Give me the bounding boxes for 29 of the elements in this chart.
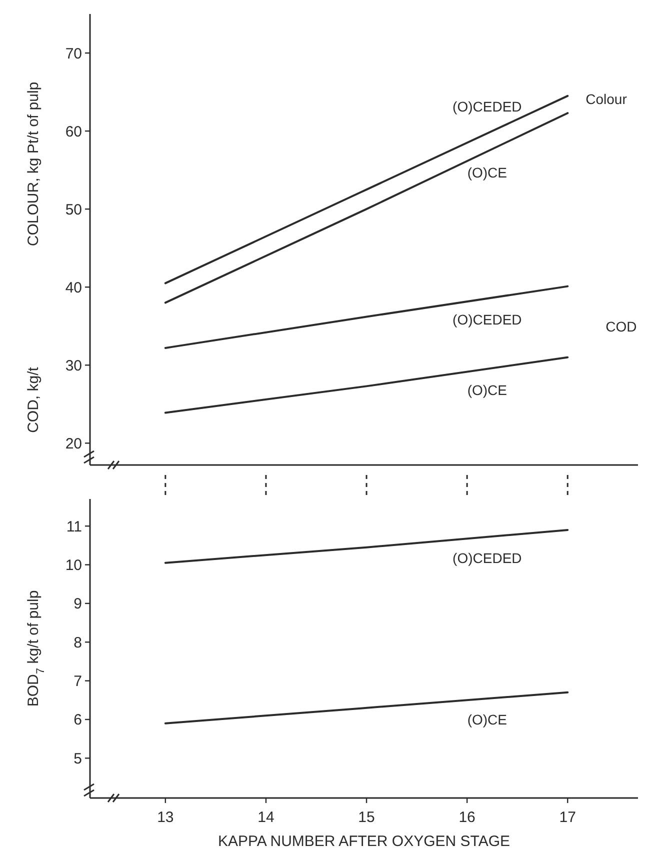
y-tick-label: 10	[65, 557, 82, 574]
y-tick-label: 70	[65, 45, 82, 62]
y-tick-label: 50	[65, 201, 82, 218]
annotation: Colour	[586, 90, 628, 107]
series-label: (O)CEDED	[452, 311, 522, 328]
x-tick-label: 17	[559, 809, 576, 826]
series-label: (O)CE	[467, 382, 508, 398]
y-tick-label: 20	[65, 435, 82, 452]
y-tick-label: 5	[74, 750, 82, 768]
y-axis-title: COLOUR, kg Pt/t of pulp	[25, 82, 42, 246]
y-tick-label: 40	[65, 279, 82, 296]
y-tick-label: 60	[65, 123, 82, 140]
annotation: COD	[606, 318, 637, 334]
x-tick-label: 14	[258, 809, 274, 826]
series-label: (O)CEDED	[452, 98, 522, 114]
x-tick-label: 13	[157, 809, 174, 826]
x-axis-title: KAPPA NUMBER AFTER OXYGEN STAGE	[218, 833, 510, 850]
text: COD, kg/t	[25, 366, 42, 433]
y-tick-label: 9	[74, 596, 82, 613]
y-tick-label: 8	[74, 634, 82, 652]
y-tick-label: 6	[74, 712, 82, 729]
series-label: (O)CEDED	[452, 550, 522, 566]
series-label: (O)CE	[467, 712, 508, 728]
y-tick-label: 11	[66, 518, 82, 536]
x-tick-label: 15	[358, 809, 375, 826]
series-label: (O)CE	[467, 164, 508, 180]
y-tick-label: 30	[65, 357, 82, 374]
y-tick-label: 7	[74, 673, 82, 690]
x-tick-label: 16	[458, 809, 476, 826]
